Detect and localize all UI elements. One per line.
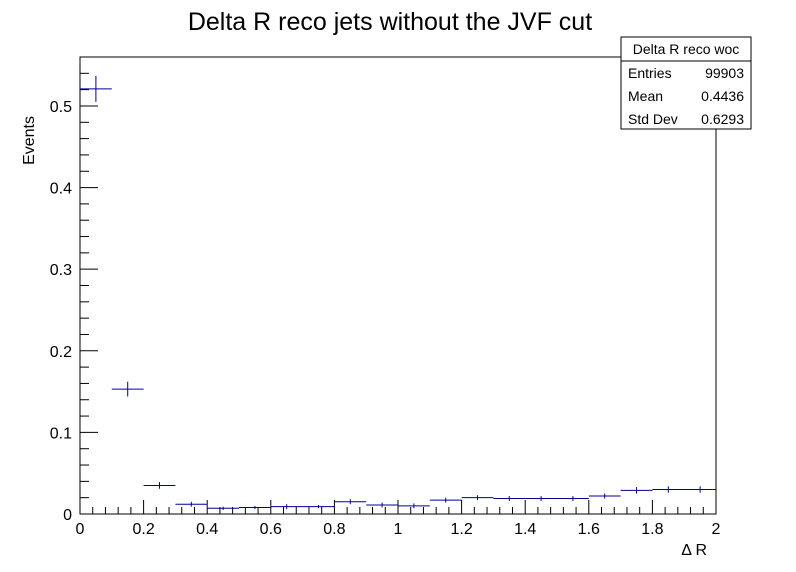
histogram-bin xyxy=(461,495,494,501)
histogram-bin xyxy=(557,496,589,501)
stats-mean-value: 0.4436 xyxy=(701,88,744,104)
stats-entries-label: Entries xyxy=(628,65,672,81)
histogram-bin xyxy=(366,502,398,508)
histogram-bin xyxy=(588,493,621,499)
y-axis-label: Events xyxy=(21,116,38,165)
y-tick-label: 0.4 xyxy=(50,181,72,198)
histogram-bin xyxy=(398,503,430,509)
y-tick-label: 0.2 xyxy=(50,344,72,361)
stats-stddev-value: 0.6293 xyxy=(701,111,744,127)
x-tick-label: 0.6 xyxy=(260,521,282,538)
y-tick-label: 0 xyxy=(63,507,72,524)
x-tick-label: 1.2 xyxy=(450,521,472,538)
x-tick-label: 1.4 xyxy=(514,521,536,538)
y-axis: 0 0.1 0.2 0.3 0.4 0.5 xyxy=(50,56,98,524)
histogram-bin xyxy=(80,75,112,102)
x-axis-label: Δ R xyxy=(681,542,707,559)
histogram-bin xyxy=(239,505,271,510)
stats-stddev-label: Std Dev xyxy=(628,111,678,127)
x-tick-label: 0 xyxy=(76,521,85,538)
x-axis: 0 0.2 0.4 0.6 0.8 1 1.2 1.4 1.6 1.8 2 xyxy=(76,500,721,538)
y-tick-label: 0.5 xyxy=(50,99,72,116)
x-tick-label: 2 xyxy=(712,521,721,538)
histogram-bin xyxy=(270,504,303,510)
histogram-bin xyxy=(302,505,335,509)
histogram-bin xyxy=(207,506,239,510)
y-tick-label: 0.3 xyxy=(50,262,72,279)
histogram-bin xyxy=(334,499,367,505)
histogram-bin xyxy=(143,482,176,489)
histogram-bin xyxy=(652,486,685,493)
stats-entries-value: 99903 xyxy=(705,65,744,81)
x-tick-label: 0.2 xyxy=(132,521,154,538)
histogram-bin xyxy=(684,486,716,493)
x-tick-label: 1 xyxy=(394,521,403,538)
stats-mean-label: Mean xyxy=(628,88,663,104)
histogram-bin xyxy=(620,487,653,494)
histogram-bin xyxy=(111,381,144,397)
histogram-bin xyxy=(525,496,557,501)
y-tick-label: 0.1 xyxy=(50,425,72,442)
stats-box: Delta R reco woc Entries 99903 Mean 0.44… xyxy=(620,36,752,130)
histogram-bins xyxy=(80,75,716,510)
stats-box-name: Delta R reco woc xyxy=(633,41,740,57)
x-tick-label: 0.4 xyxy=(196,521,218,538)
x-tick-label: 1.6 xyxy=(578,521,600,538)
histogram-bin xyxy=(493,496,526,501)
histogram-bin xyxy=(429,497,462,503)
x-tick-label: 1.8 xyxy=(641,521,663,538)
chart-title: Delta R reco jets without the JVF cut xyxy=(188,8,592,36)
histogram-bin xyxy=(175,501,208,507)
stats-box-border xyxy=(620,36,752,130)
x-tick-label: 0.8 xyxy=(323,521,345,538)
